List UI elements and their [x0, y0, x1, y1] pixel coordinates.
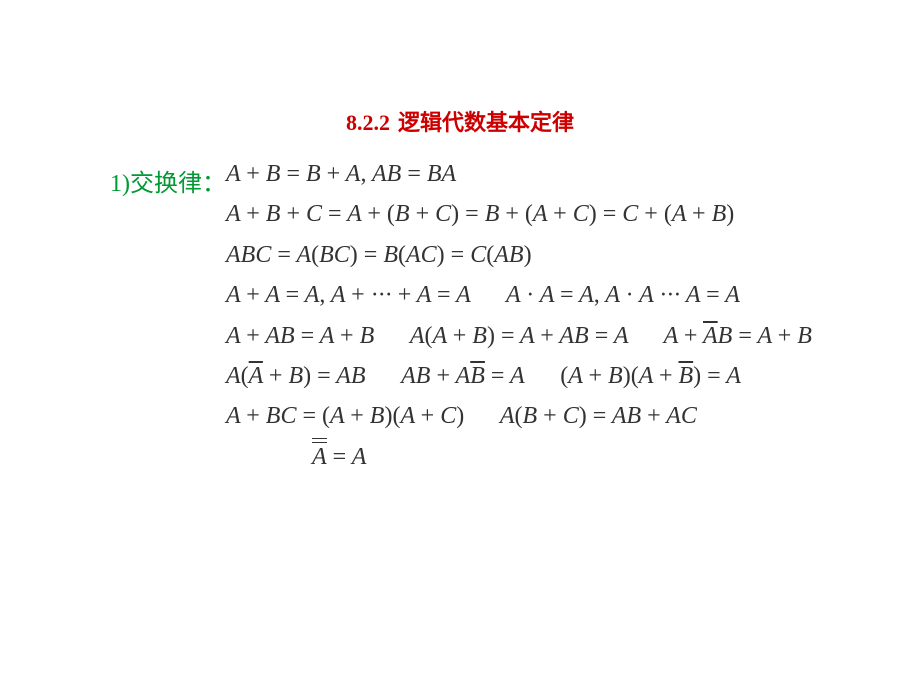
- eq: A(B + C) = AB + AC: [500, 403, 697, 429]
- eq: A · A = A, A · A ··· A = A: [506, 282, 740, 308]
- math-line-8: A = A: [226, 444, 812, 470]
- math-line-1: A + B = B + A, AB = BA: [226, 161, 812, 187]
- slide-content: 8.2.2 逻辑代数基本定律 1)交换律： A + B = B + A, AB …: [0, 0, 920, 470]
- eq: A(A + B) = A + AB = A: [410, 323, 628, 349]
- section-number: 8.2.2: [346, 110, 390, 135]
- math-line-3: ABC = A(BC) = B(AC) = C(AB): [226, 242, 812, 268]
- eq: A(A + B) = AB: [226, 363, 366, 389]
- eq: A + B + C = A + (B + C) = B + (A + C) = …: [226, 201, 734, 227]
- eq: A + A = A, A + ··· + A = A: [226, 282, 470, 308]
- eq: ABC = A(BC) = B(AC) = C(AB): [226, 242, 532, 268]
- section-text: 逻辑代数基本定律: [398, 110, 574, 135]
- content-row: 1)交换律： A + B = B + A, AB = BA A + B + C …: [110, 161, 920, 470]
- eq: AB + AB = A: [401, 363, 524, 389]
- eq: A + AB = A + B: [226, 323, 374, 349]
- math-line-2: A + B + C = A + (B + C) = B + (A + C) = …: [226, 201, 812, 227]
- math-line-5: A + AB = A + B A(A + B) = A + AB = A A +…: [226, 323, 812, 349]
- section-title: 8.2.2 逻辑代数基本定律: [0, 105, 920, 137]
- math-line-4: A + A = A, A + ··· + A = A A · A = A, A …: [226, 282, 812, 308]
- eq: A + AB = A + B: [664, 323, 812, 349]
- eq: A + BC = (A + B)(A + C): [226, 403, 464, 429]
- math-column: A + B = B + A, AB = BA A + B + C = A + (…: [226, 161, 812, 470]
- eq: (A + B)(A + B) = A: [560, 363, 741, 389]
- math-line-6: A(A + B) = AB AB + AB = A (A + B)(A + B)…: [226, 363, 812, 389]
- eq: A + B = B + A, AB = BA: [226, 161, 456, 187]
- math-line-7: A + BC = (A + B)(A + C) A(B + C) = AB + …: [226, 403, 812, 429]
- eq: A = A: [312, 444, 366, 470]
- law-label: 1)交换律：: [110, 163, 226, 198]
